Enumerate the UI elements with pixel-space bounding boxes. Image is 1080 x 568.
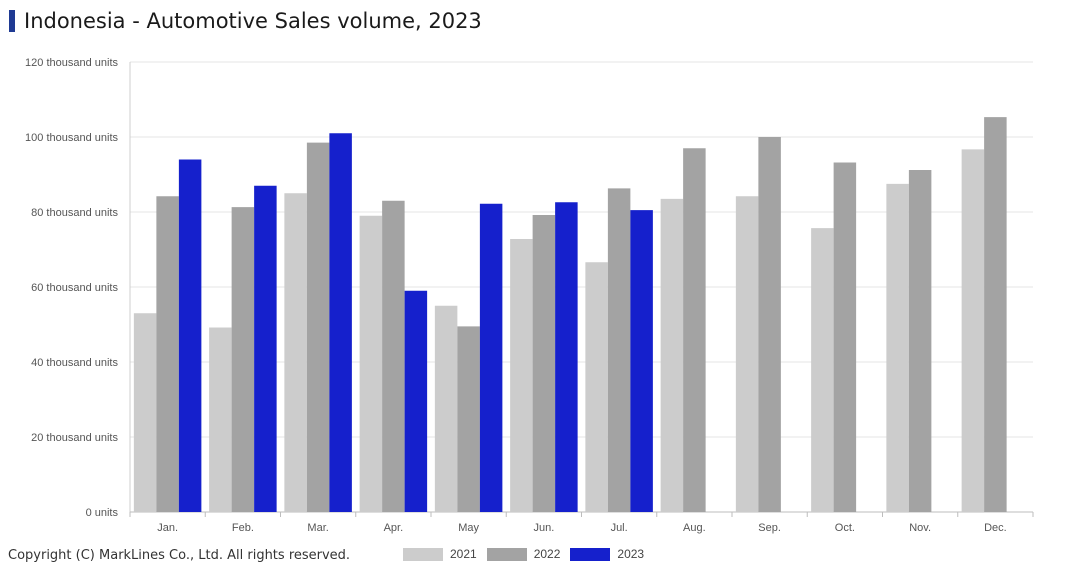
bar-chart: 0 units 20 thousand units 40 thousand unit… — [25, 57, 1034, 534]
x-tick-label: Aug. — [683, 522, 706, 534]
bar-2022-jun — [532, 215, 556, 512]
bar-2023-mar — [329, 133, 352, 512]
x-tick-label: Mar. — [307, 522, 328, 534]
title-accent-bar — [9, 10, 15, 32]
bar-2021-jun — [510, 239, 533, 512]
legend-swatch — [403, 547, 443, 561]
bar-2023-jun — [555, 202, 578, 512]
y-tick-label: 80 thousand units — [31, 207, 118, 219]
bar-2022-jan — [156, 196, 179, 512]
x-tick-label: Dec. — [984, 522, 1007, 534]
bar-2023-may — [479, 203, 503, 512]
y-tick-label: 40 thousand units — [31, 357, 118, 369]
bar-2021-dec — [961, 149, 985, 512]
bar-2021-may — [434, 305, 458, 512]
x-tick-label: Oct. — [835, 522, 855, 534]
x-tick-label: Sep. — [758, 522, 781, 534]
bar-2022-feb — [231, 207, 255, 512]
y-tick-label: 100 thousand units — [25, 132, 118, 144]
bar-2021-jul — [585, 262, 608, 512]
legend-label: 2023 — [617, 547, 645, 561]
bar-2021-oct — [811, 228, 834, 512]
bar-2023-jan — [178, 159, 202, 512]
x-tick-label: Jun. — [533, 522, 554, 534]
y-tick-label: 0 units — [86, 507, 119, 519]
bar-2022-may — [457, 326, 480, 512]
legend-swatch — [570, 547, 611, 561]
copyright-text: Copyright (C) MarkLines Co., Ltd. All ri… — [8, 548, 351, 563]
bar-2023-jul — [630, 210, 653, 512]
y-tick-label: 120 thousand units — [25, 57, 118, 69]
bar-2021-nov — [886, 183, 909, 512]
x-tick-label: Feb. — [232, 522, 254, 534]
chart-title: Indonesia - Automotive Sales volume, 202… — [24, 9, 482, 33]
bar-2022-apr — [382, 200, 405, 512]
y-tick-label: 60 thousand units — [31, 282, 118, 294]
bar-2022-aug — [683, 148, 706, 512]
bar-2023-feb — [254, 185, 277, 512]
bar-2021-mar — [284, 193, 307, 512]
bar-2021-feb — [209, 327, 232, 512]
x-tick-label: Apr. — [384, 522, 404, 534]
bar-2022-nov — [908, 170, 932, 512]
legend-label: 2022 — [533, 547, 561, 561]
bar-2021-apr — [359, 215, 383, 512]
bar-2022-oct — [833, 162, 857, 512]
legend-label: 2021 — [450, 547, 477, 561]
bar-2021-sep — [735, 196, 759, 512]
x-tick-label: Nov. — [909, 522, 931, 534]
bar-2021-aug — [660, 198, 684, 512]
x-tick-label: Jul. — [611, 522, 628, 534]
y-tick-label: 20 thousand units — [31, 432, 118, 444]
bar-2022-jul — [607, 188, 631, 512]
bar-2022-mar — [306, 142, 330, 512]
chart-title-wrap: Indonesia - Automotive Sales volume, 202… — [9, 8, 482, 34]
bar-2023-apr — [404, 290, 428, 512]
x-tick-label: Jan. — [157, 522, 178, 534]
legend-item-2022[interactable]: 2022 — [486, 547, 561, 561]
legend-item-2021[interactable]: 2021 — [403, 547, 477, 561]
bar-2022-sep — [758, 137, 781, 512]
chart-legend: 2021 2022 2023 — [403, 547, 654, 561]
bar-2022-dec — [984, 117, 1007, 512]
bar-2021-jan — [133, 313, 157, 512]
legend-swatch — [486, 547, 527, 561]
legend-item-2023[interactable]: 2023 — [570, 547, 644, 561]
x-tick-label: May — [458, 522, 479, 534]
